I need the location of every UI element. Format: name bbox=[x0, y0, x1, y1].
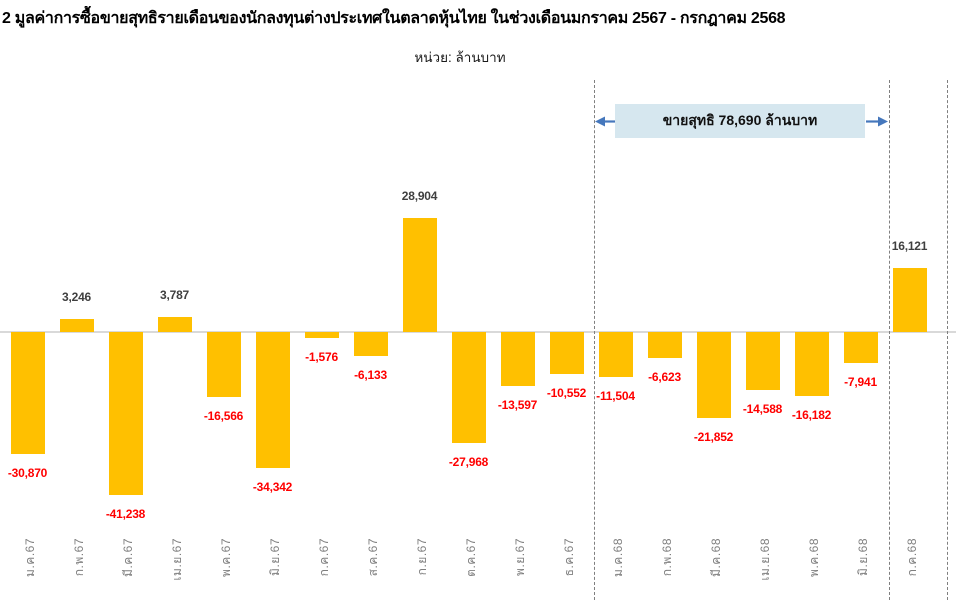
category-label-เม.ย.67: เม.ย.67 bbox=[169, 538, 184, 581]
category-label-ม.ค.67: ม.ค.67 bbox=[22, 538, 37, 577]
bar-ส.ค.67 bbox=[353, 332, 388, 357]
value-label-ส.ค.67: -6,133 bbox=[354, 368, 387, 383]
category-label-ก.ค.68: ก.ค.68 bbox=[904, 538, 919, 577]
net-sell-annotation: ขายสุทธิ 78,690 ล้านบาท bbox=[615, 104, 865, 138]
category-label-ส.ค.67: ส.ค.67 bbox=[365, 538, 380, 577]
value-label-ม.ค.68: -11,504 bbox=[596, 389, 635, 404]
bar-ม.ค.68 bbox=[598, 332, 633, 378]
bar-ม.ค.67 bbox=[10, 332, 45, 455]
dashed-divider-3 bbox=[947, 80, 948, 600]
value-label-ม.ค.67: -30,870 bbox=[7, 466, 48, 481]
category-label-เม.ย.68: เม.ย.68 bbox=[757, 538, 772, 581]
value-label-ก.พ.67: 3,246 bbox=[61, 290, 92, 305]
value-label-พ.ค.67: -16,566 bbox=[203, 409, 244, 424]
dashed-divider-2 bbox=[889, 80, 890, 600]
category-label-ม.ค.68: ม.ค.68 bbox=[610, 538, 625, 577]
bar-พ.ค.67 bbox=[206, 332, 241, 398]
bar-ก.ค.68 bbox=[892, 268, 927, 332]
category-label-มี.ค.67: มี.ค.67 bbox=[120, 538, 135, 577]
bar-เม.ย.68 bbox=[745, 332, 780, 390]
value-label-ต.ค.67: -27,968 bbox=[448, 454, 489, 469]
value-label-มิ.ย.67: -34,342 bbox=[252, 479, 293, 494]
category-label-ธ.ค.67: ธ.ค.67 bbox=[561, 538, 576, 577]
value-label-ก.ค.67: -1,576 bbox=[305, 350, 338, 365]
category-label-ต.ค.67: ต.ค.67 bbox=[463, 538, 478, 577]
category-label-พ.ย.67: พ.ย.67 bbox=[512, 538, 527, 576]
left-arrow-icon bbox=[595, 115, 617, 133]
bar-ก.พ.67 bbox=[59, 319, 94, 332]
value-label-ก.ค.68: 16,121 bbox=[891, 239, 928, 254]
value-label-ธ.ค.67: -10,552 bbox=[546, 385, 587, 400]
value-label-เม.ย.67: 3,787 bbox=[159, 288, 190, 303]
category-label-ก.พ.68: ก.พ.68 bbox=[659, 538, 674, 577]
value-label-ก.ย.67: 28,904 bbox=[401, 188, 438, 203]
unit-label: หน่วย: ล้านบาท bbox=[414, 50, 506, 65]
value-label-พ.ค.68: -16,182 bbox=[791, 407, 832, 422]
bar-เม.ย.67 bbox=[157, 317, 192, 332]
bar-ก.พ.68 bbox=[647, 332, 682, 359]
category-label-มิ.ย.68: มิ.ย.68 bbox=[855, 538, 870, 576]
value-label-พ.ย.67: -13,597 bbox=[497, 397, 538, 412]
bar-มี.ค.67 bbox=[108, 332, 143, 495]
value-label-มี.ค.67: -41,238 bbox=[105, 506, 146, 521]
category-label-ก.ย.67: ก.ย.67 bbox=[414, 538, 429, 576]
bar-ก.ค.67 bbox=[304, 332, 339, 339]
bar-พ.ค.68 bbox=[794, 332, 829, 396]
dashed-divider-1 bbox=[594, 80, 595, 600]
bar-ธ.ค.67 bbox=[549, 332, 584, 374]
category-label-พ.ค.68: พ.ค.68 bbox=[806, 538, 821, 577]
value-label-ก.พ.68: -6,623 bbox=[648, 370, 681, 385]
bar-มิ.ย.68 bbox=[843, 332, 878, 364]
bar-ก.ย.67 bbox=[402, 217, 437, 332]
bar-มี.ค.68 bbox=[696, 332, 731, 419]
chart-title: 2 มูลค่าการซื้อขายสุทธิรายเดือนของนักลงท… bbox=[2, 10, 786, 27]
bar-ต.ค.67 bbox=[451, 332, 486, 443]
value-label-มี.ค.68: -21,852 bbox=[693, 430, 734, 445]
value-label-มิ.ย.68: -7,941 bbox=[844, 375, 877, 390]
category-label-ก.พ.67: ก.พ.67 bbox=[71, 538, 86, 577]
category-label-พ.ค.67: พ.ค.67 bbox=[218, 538, 233, 577]
category-label-ก.ค.67: ก.ค.67 bbox=[316, 538, 331, 577]
category-label-มิ.ย.67: มิ.ย.67 bbox=[267, 538, 282, 576]
value-label-เม.ย.68: -14,588 bbox=[742, 401, 783, 416]
plot-area: -30,870 3,246 -41,238 3,787 -16,566 -34,342 -1… bbox=[0, 80, 960, 600]
right-arrow-icon bbox=[866, 115, 888, 133]
bar-พ.ย.67 bbox=[500, 332, 535, 386]
bar-มิ.ย.67 bbox=[255, 332, 290, 468]
category-label-มี.ค.68: มี.ค.68 bbox=[708, 538, 723, 577]
